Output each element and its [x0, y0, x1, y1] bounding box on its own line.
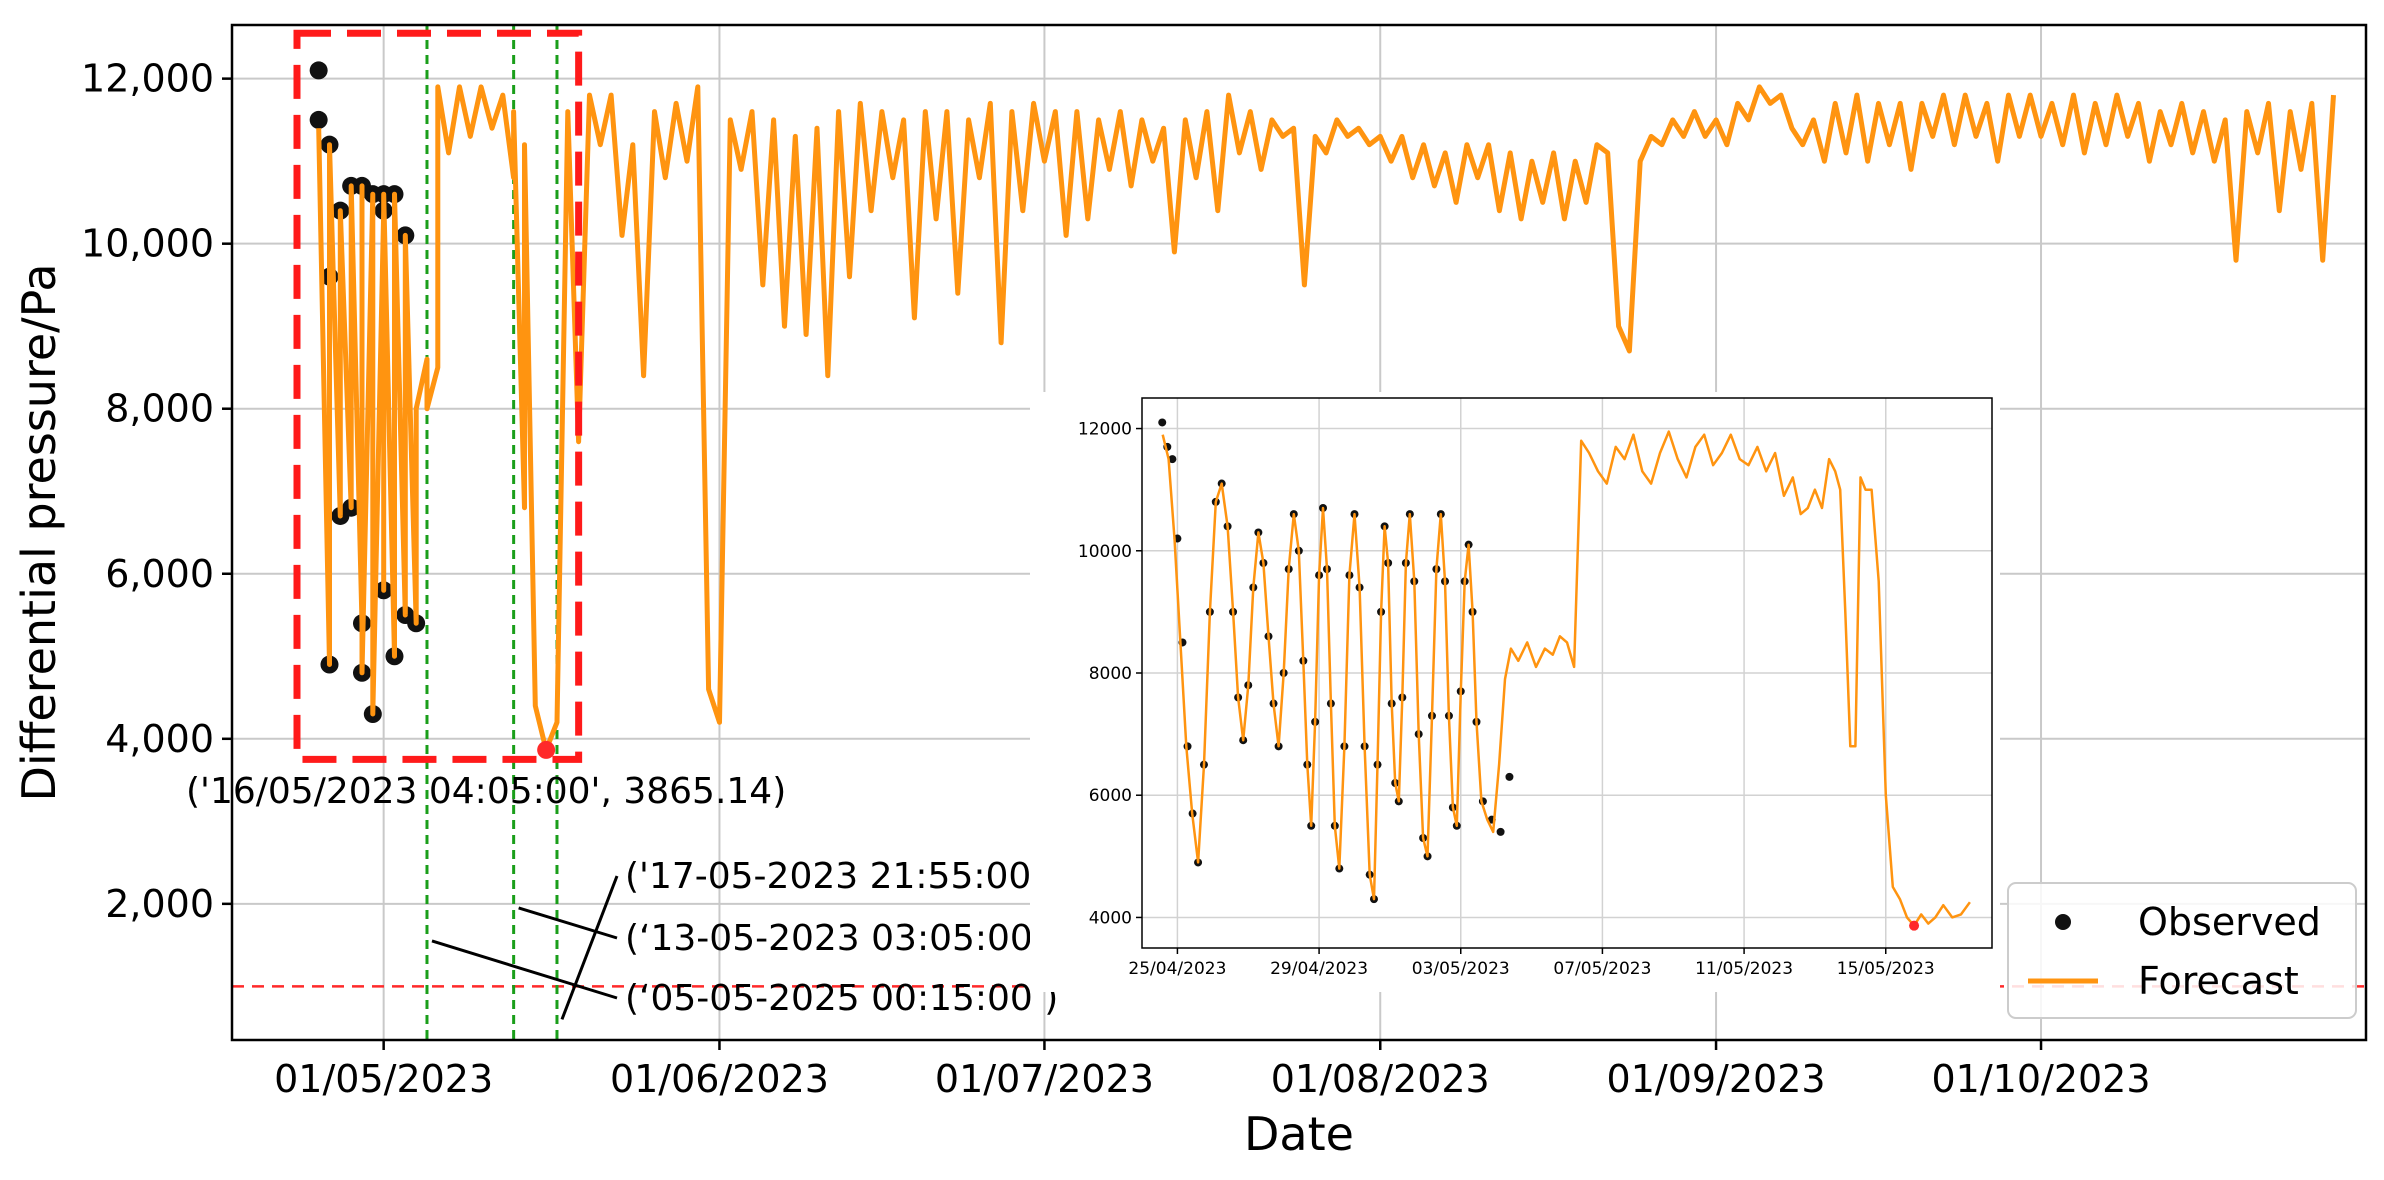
inset-observed-point	[1158, 418, 1167, 427]
y-tick-label: 6,000	[105, 552, 214, 596]
main-minimum-point	[537, 740, 556, 759]
y-tick-label: 10,000	[81, 222, 214, 266]
inset-forecast-line	[1161, 430, 1971, 927]
inset-y-tick-label: 8000	[1089, 664, 1132, 684]
inset-x-tick-label: 07/05/2023	[1553, 959, 1651, 979]
y-axis-title: Differential pressure/Pa	[12, 263, 66, 801]
legend-forecast-label: Forecast	[2138, 959, 2299, 1003]
inset-y-tick-label: 6000	[1089, 786, 1132, 806]
inset-observed-point	[1505, 772, 1514, 781]
legend-box	[2007, 882, 2357, 1019]
legend-observed-label: Observed	[2138, 900, 2321, 944]
inset-background	[1030, 392, 2000, 992]
inset-x-tick-label: 11/05/2023	[1695, 959, 1793, 979]
legend-observed-marker	[2055, 914, 2071, 930]
annotation-timestamp: ('17-05-2023 21:55:00')	[625, 856, 1055, 897]
inset-observed-point	[1168, 455, 1177, 464]
annotation-leader-line	[518, 906, 618, 940]
inset-y-tick-label: 10000	[1078, 542, 1132, 562]
highlight-box	[293, 29, 583, 763]
annotation-leader-line	[560, 875, 619, 1020]
inset-y-tick-label: 4000	[1089, 908, 1132, 928]
inset-x-tick-label: 03/05/2023	[1412, 959, 1510, 979]
inset-y-tick-label: 12000	[1078, 420, 1132, 440]
main-observed-point	[309, 110, 328, 129]
main-observed-point	[309, 61, 328, 80]
x-tick-label: 01/05/2023	[274, 1057, 493, 1101]
inset-x-tick-label: 15/05/2023	[1837, 959, 1935, 979]
inset-chart: 25/04/2023 29/04/2023 03/05/2023 07/05/2023…	[1030, 392, 2000, 992]
y-tick-label: 2,000	[105, 882, 214, 926]
x-tick-label: 01/08/2023	[1271, 1057, 1490, 1101]
annotation-leader-line	[431, 939, 618, 1000]
x-tick-label: 01/10/2023	[1932, 1057, 2151, 1101]
inset-x-tick-label: 25/04/2023	[1128, 959, 1226, 979]
annotation-timestamp: (‘05-05-2025 00:15:00’)	[625, 978, 1058, 1019]
annotation-minimum: ('16/05/2023 04:05:00', 3865.14)	[186, 771, 786, 812]
main-forecast-line	[316, 84, 2336, 753]
inset-observed-point	[1496, 827, 1505, 836]
annotation-timestamp: (‘13-05-2023 03:05:00’)	[625, 918, 1058, 959]
legend: Observed Forecast	[2007, 882, 2357, 1019]
y-tick-label: 8,000	[105, 387, 214, 431]
x-axis-title: Date	[1244, 1107, 1354, 1161]
inset-x-tick-label: 29/04/2023	[1270, 959, 1368, 979]
main-axes-frame	[230, 23, 2368, 1042]
x-tick-label: 01/09/2023	[1607, 1057, 1826, 1101]
y-tick-label: 12,000	[81, 57, 214, 101]
x-tick-label: 01/07/2023	[935, 1057, 1154, 1101]
y-tick-label: 4,000	[105, 717, 214, 761]
x-tick-label: 01/06/2023	[610, 1057, 829, 1101]
inset-minimum-point	[1909, 920, 1920, 931]
